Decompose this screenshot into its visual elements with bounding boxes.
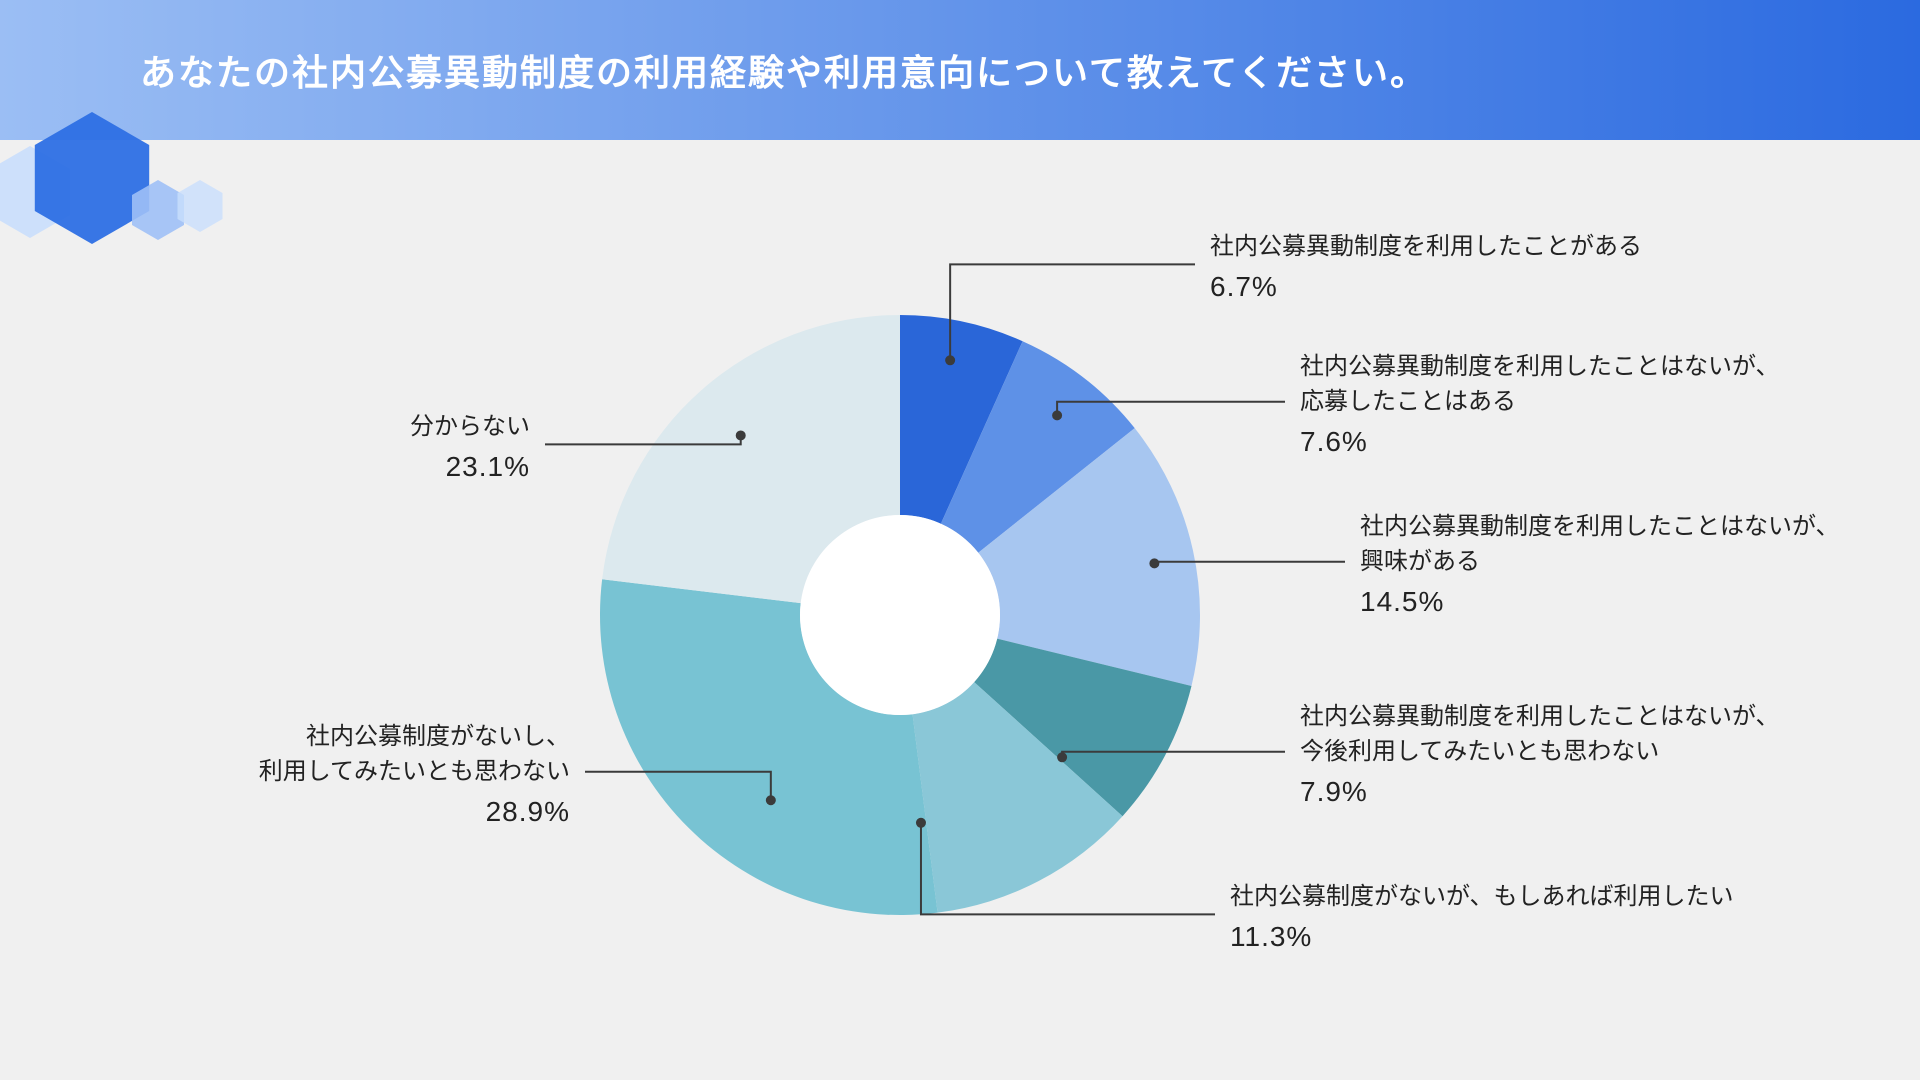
slice-percent: 23.1% <box>410 447 530 488</box>
leader-dot <box>1149 558 1159 568</box>
slice-percent: 28.9% <box>259 792 570 833</box>
slice-label: 社内公募異動制度を利用したことはないが、興味がある14.5% <box>1360 510 1840 622</box>
slice-label-text: 社内公募異動制度を利用したことはないが、 <box>1300 700 1780 735</box>
slice-label-text: 社内公募異動制度を利用したことはないが、 <box>1300 350 1780 385</box>
page-title: あなたの社内公募異動制度の利用経験や利用意向について教えてください。 <box>140 44 1428 96</box>
leader-dot <box>1052 410 1062 420</box>
chart-area: 社内公募異動制度を利用したことがある6.7% 社内公募異動制度を利用したことはない… <box>0 140 1920 1080</box>
slice-label: 分からない23.1% <box>410 410 530 487</box>
slice-label: 社内公募異動制度を利用したことはないが、今後利用してみたいとも思わない7.9% <box>1300 700 1780 812</box>
slice-label: 社内公募制度がないし、利用してみたいとも思わない28.9% <box>259 720 570 832</box>
slice-label-text: 社内公募異動制度を利用したことはないが、 <box>1360 510 1840 545</box>
slice-label-text: 応募したことはある <box>1300 385 1780 420</box>
slice-label: 社内公募異動制度を利用したことはないが、応募したことはある7.6% <box>1300 350 1780 462</box>
slice-percent: 7.9% <box>1300 772 1780 813</box>
slice-percent: 14.5% <box>1360 582 1840 623</box>
donut-hole <box>800 515 1000 715</box>
donut-chart: 社内公募異動制度を利用したことがある6.7% 社内公募異動制度を利用したことはない… <box>110 160 1810 1060</box>
slice-percent: 11.3% <box>1230 917 1734 958</box>
slice-label-text: 興味がある <box>1360 545 1840 580</box>
slice-label-text: 社内公募異動制度を利用したことがある <box>1210 230 1642 265</box>
slice-label: 社内公募制度がないが、もしあれば利用したい11.3% <box>1230 880 1734 957</box>
slice-label-text: 社内公募制度がないし、 <box>259 720 570 755</box>
slice-label-text: 今後利用してみたいとも思わない <box>1300 735 1780 770</box>
leader-dot <box>766 795 776 805</box>
slice-label: 社内公募異動制度を利用したことがある6.7% <box>1210 230 1642 307</box>
leader-dot <box>736 430 746 440</box>
leader-dot <box>945 355 955 365</box>
slice-label-text: 分からない <box>410 410 530 445</box>
header-banner: あなたの社内公募異動制度の利用経験や利用意向について教えてください。 <box>0 0 1920 140</box>
slice-label-text: 社内公募制度がないが、もしあれば利用したい <box>1230 880 1734 915</box>
leader-dot <box>1057 752 1067 762</box>
slice-label-text: 利用してみたいとも思わない <box>259 755 570 790</box>
leader-dot <box>916 818 926 828</box>
slice-percent: 7.6% <box>1300 422 1780 463</box>
slice-percent: 6.7% <box>1210 267 1642 308</box>
